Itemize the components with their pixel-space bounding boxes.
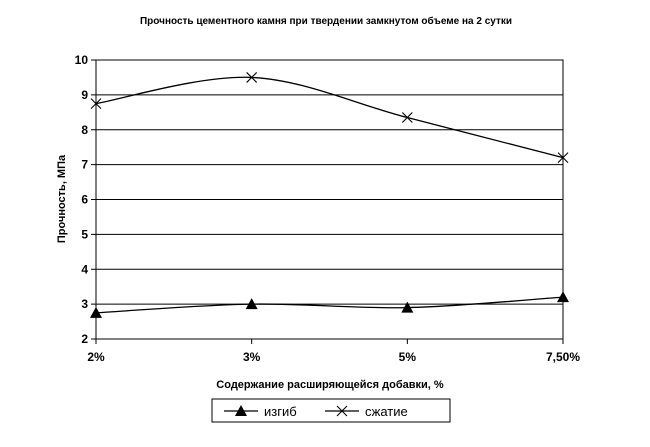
y-tick-label: 2: [81, 332, 88, 346]
data-point-triangle: [557, 291, 569, 303]
y-tick-label: 3: [81, 297, 88, 311]
y-tick-label: 7: [81, 158, 88, 172]
data-point-triangle: [90, 306, 102, 318]
data-point-x: [90, 98, 102, 109]
data-point-x: [246, 72, 258, 83]
y-tick-label: 10: [75, 53, 89, 67]
y-axis-label: Прочность, МПа: [56, 154, 68, 243]
series-line: [95, 296, 564, 314]
data-point-x: [401, 112, 413, 123]
data-point-triangle: [401, 301, 414, 313]
series-сжатие: [90, 72, 569, 164]
y-tick-label: 5: [81, 227, 88, 241]
chart-title: Прочность цементного камня при твердении…: [140, 15, 512, 27]
x-tick-label: 2%: [87, 350, 105, 364]
x-tick-label: 5%: [399, 350, 417, 364]
y-tick-label: 6: [81, 193, 88, 207]
y-axis: 2 3 4 5 6 7 8 9 10: [75, 53, 96, 346]
x-axis: 2% 3% 5% 7,50%: [87, 339, 580, 364]
y-tick-label: 4: [81, 262, 88, 276]
y-tick-label: 9: [81, 88, 88, 102]
x-tick-label: 3%: [243, 350, 261, 364]
data-point-triangle: [245, 298, 258, 310]
legend-label: сжатие: [365, 404, 408, 419]
x-tick-label: 7,50%: [546, 350, 580, 364]
grid-lines: [96, 59, 563, 340]
series-изгиб: [90, 291, 569, 318]
data-point-x: [557, 152, 569, 164]
x-axis-label: Содержание расширяющейся добавки, %: [216, 379, 444, 391]
series-line: [95, 76, 564, 159]
legend: изгиб сжатие: [211, 398, 451, 423]
legend-marker: [336, 405, 348, 417]
legend-marker: [235, 405, 247, 416]
series-layer: [90, 72, 569, 318]
y-tick-label: 8: [81, 123, 88, 137]
legend-label: изгиб: [264, 404, 297, 419]
